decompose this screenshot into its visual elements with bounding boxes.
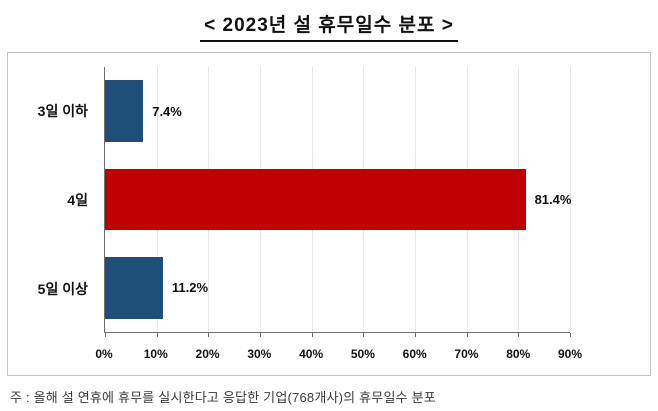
value-label: 81.4% xyxy=(534,191,572,207)
bar-rows: 7.4% 81.4% 11.2% xyxy=(105,67,572,332)
bar-row: 81.4% xyxy=(105,155,572,243)
value-label: 11.2% xyxy=(171,280,209,296)
plot-area: 7.4% 81.4% 11.2% xyxy=(104,67,572,337)
x-axis-tick xyxy=(311,333,313,337)
value-label: 7.4% xyxy=(152,103,182,119)
x-axis-tick xyxy=(259,333,261,337)
bar-row: 11.2% xyxy=(105,244,570,332)
category-label: 5일 이상 xyxy=(37,280,88,297)
x-axis-tick xyxy=(518,333,520,337)
x-tick-label: 20% xyxy=(195,347,220,361)
category-labels: 3일 이하 4일 5일 이상 xyxy=(8,67,104,333)
x-tick-label: 60% xyxy=(402,347,427,361)
x-tick-label: 90% xyxy=(557,347,583,361)
x-tick-labels: 0% 10% 20% 30% 40% 50% 60% 70% 80% 90% xyxy=(95,347,582,363)
chart-frame: 3일 이하 4일 5일 이상 7.4% 81.4% 11.2% 0% 10% 20% 30% 4… xyxy=(7,52,651,376)
x-tick-label: 80% xyxy=(506,347,531,361)
x-axis-tick xyxy=(570,333,571,337)
category-label: 3일 이하 xyxy=(37,103,88,120)
x-axis-tick xyxy=(414,333,416,337)
title-wrap: < 2023년 설 휴무일수 분포 > xyxy=(0,0,658,42)
x-tick-label: 50% xyxy=(350,347,375,361)
bar xyxy=(105,80,144,143)
x-tick-label: 30% xyxy=(247,347,272,361)
category-label: 4일 xyxy=(67,192,88,208)
bar xyxy=(105,168,526,231)
x-axis-tick xyxy=(363,333,365,337)
x-tick-label: 0% xyxy=(95,347,113,361)
x-tick-label: 40% xyxy=(299,347,324,361)
gridline xyxy=(570,67,571,332)
chart-title: < 2023년 설 휴무일수 분포 > xyxy=(200,10,458,42)
bar-row: 7.4% xyxy=(105,67,570,155)
footnote: 주 : 올해 설 연휴에 휴무를 실시한다고 응답한 기업(768개사)의 휴무… xyxy=(10,390,436,405)
bar xyxy=(105,256,163,319)
x-axis-tick xyxy=(466,333,468,337)
x-axis-tick xyxy=(208,333,210,337)
x-tick-label: 70% xyxy=(454,347,479,361)
x-axis-tick xyxy=(105,333,106,337)
x-axis-tick xyxy=(156,333,158,337)
x-tick-label: 10% xyxy=(143,347,168,361)
